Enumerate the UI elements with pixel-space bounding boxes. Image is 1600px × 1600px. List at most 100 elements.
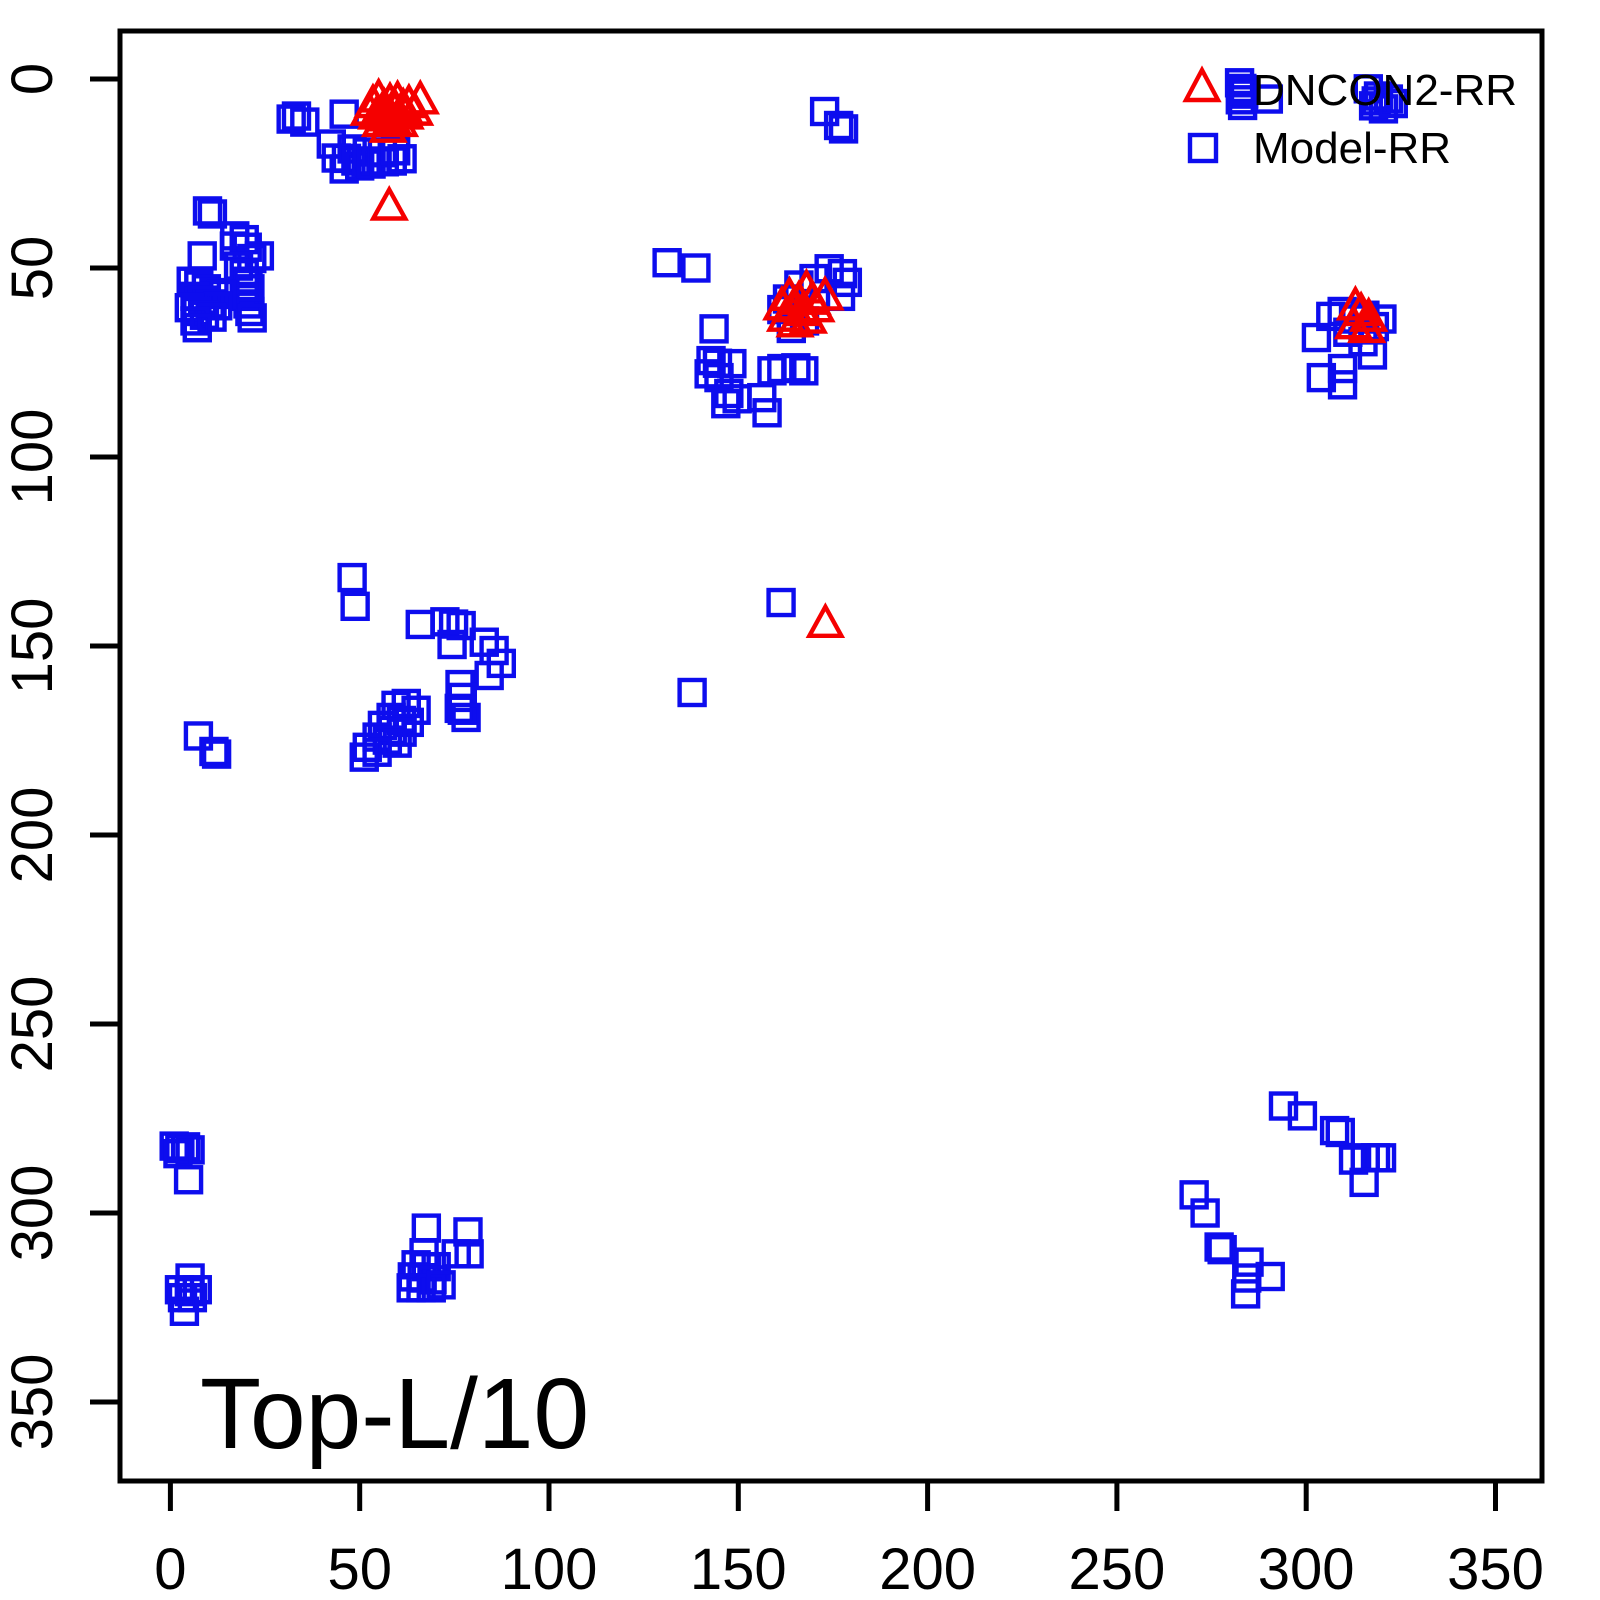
data-point-triangle [400, 78, 441, 115]
data-point-square [714, 378, 744, 409]
y-tick-label: 50 [0, 236, 65, 301]
plot-box [117, 28, 1545, 1484]
data-point-square [437, 629, 467, 660]
data-point-square [405, 609, 435, 640]
series-Model-RR [159, 68, 1408, 1326]
data-point-square [182, 313, 212, 343]
data-point-square [281, 101, 312, 131]
data-point-square [377, 146, 407, 176]
data-point-square [823, 110, 854, 141]
y-tick-label: 150 [0, 598, 65, 695]
data-point-square [1358, 91, 1389, 121]
data-point-square [337, 562, 367, 593]
data-points-layer [159, 68, 1408, 1326]
y-tick-label: 250 [0, 976, 65, 1073]
data-point-square [1268, 1091, 1299, 1121]
x-tick-label: 300 [1258, 1537, 1355, 1600]
data-point-square [447, 695, 478, 725]
data-point-square [1255, 1261, 1285, 1292]
legend-label-dncon2: DNCON2-RR [1253, 66, 1517, 115]
data-point-triangle [1348, 296, 1389, 332]
data-point-square [380, 136, 411, 166]
data-point-square [469, 627, 499, 657]
data-point-square [1327, 370, 1358, 400]
data-point-square [781, 353, 811, 383]
x-tick-label: 150 [690, 1537, 787, 1600]
data-point-square [201, 739, 232, 769]
y-tick-label: 0 [0, 63, 65, 95]
data-point-square [699, 314, 729, 344]
data-point-square [180, 306, 210, 336]
data-point-square [192, 196, 223, 226]
data-point-square [426, 1270, 456, 1300]
data-point-square [1368, 94, 1399, 124]
legend-square-icon [1187, 132, 1219, 164]
data-point-square [290, 107, 320, 137]
x-tick-label: 50 [327, 1537, 392, 1600]
data-point-square [187, 241, 217, 271]
x-axis: 0 50 100 150 200 250 300 350 [154, 1481, 1544, 1600]
data-point-triangle [1335, 284, 1376, 321]
data-point-triangle [805, 602, 846, 639]
data-point-square [711, 389, 741, 419]
data-point-square [681, 253, 711, 283]
x-tick-label: 100 [501, 1537, 598, 1600]
data-point-triangle [805, 274, 845, 311]
data-point-square [229, 258, 259, 289]
data-point-square [235, 274, 265, 304]
data-point-square [1306, 362, 1337, 393]
data-point-triangle [1347, 307, 1387, 344]
data-point-square [1253, 84, 1284, 114]
data-point-square [1349, 1167, 1379, 1198]
data-point-square [789, 356, 819, 386]
y-tick-label: 350 [0, 1354, 65, 1451]
data-point-square [446, 610, 476, 641]
data-point-triangle [796, 286, 836, 323]
data-point-square [382, 728, 412, 758]
data-point-square [451, 702, 481, 733]
legend: DNCON2-RR Model-RR [1182, 65, 1517, 173]
data-point-square [828, 114, 859, 144]
data-point-square [454, 1239, 484, 1269]
data-point-square [169, 1296, 200, 1326]
data-point-square [430, 607, 460, 637]
data-point-square [1378, 88, 1408, 119]
data-point-square [752, 398, 782, 428]
data-point-square [694, 359, 724, 389]
y-tick-label: 100 [0, 409, 65, 506]
y-axis: 0 50 100 150 200 250 300 350 [0, 63, 120, 1451]
legend-triangle-icon [1182, 65, 1222, 103]
x-tick-label: 250 [1069, 1537, 1166, 1600]
x-tick-label: 350 [1447, 1537, 1544, 1600]
data-point-square [1225, 85, 1256, 115]
data-point-square [173, 1165, 204, 1195]
data-point-square [349, 742, 379, 772]
data-point-square [235, 296, 265, 327]
data-point-square [1327, 353, 1358, 384]
legend-label-model: Model-RR [1253, 124, 1451, 173]
data-point-square [416, 1273, 446, 1303]
x-tick-label: 200 [879, 1537, 976, 1600]
y-tick-label: 300 [0, 1165, 65, 1262]
data-point-square [199, 736, 229, 767]
x-tick-label: 0 [154, 1537, 186, 1600]
data-point-square [1325, 1117, 1355, 1148]
data-point-square [766, 587, 796, 618]
data-point-square [411, 1213, 442, 1243]
data-point-triangle [369, 184, 409, 221]
data-point-square [652, 248, 682, 278]
data-point-square [827, 258, 858, 289]
data-point-square [237, 303, 267, 333]
data-point-square [197, 199, 228, 229]
data-point-square [677, 677, 707, 708]
data-point-square [387, 144, 417, 174]
data-point-square [340, 591, 370, 622]
data-point-square [1204, 1232, 1234, 1262]
data-point-square [183, 721, 214, 751]
data-point-square [1230, 1279, 1261, 1309]
data-point-square [474, 660, 504, 691]
series-DNCON2-RR [349, 76, 1389, 639]
data-point-square [170, 1132, 201, 1162]
